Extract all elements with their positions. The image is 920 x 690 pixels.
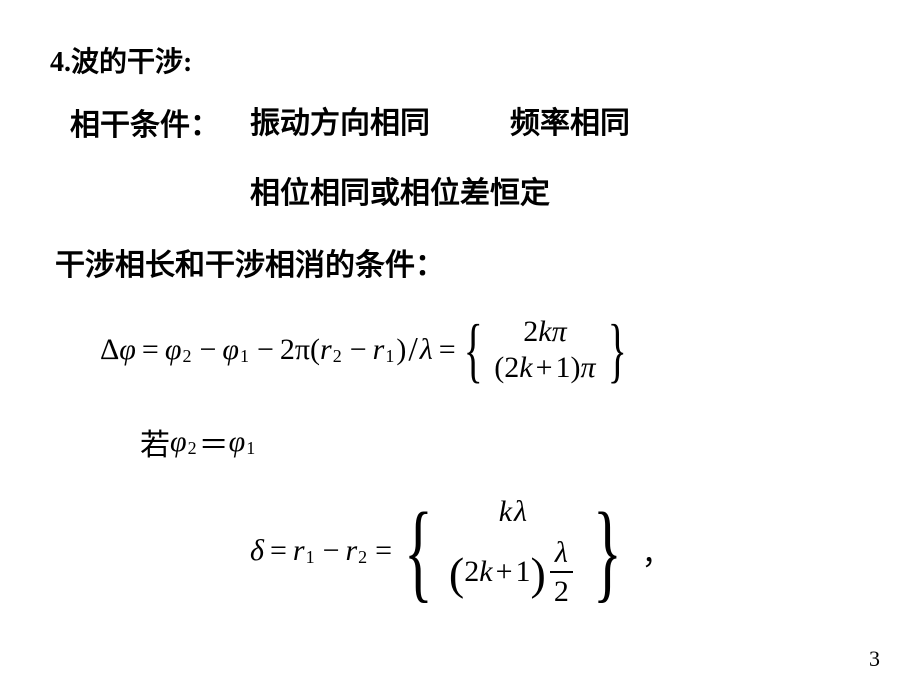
minus-sign-3: − bbox=[350, 333, 367, 367]
eq2-r1-sub: 1 bbox=[306, 547, 315, 568]
eq2-minus: − bbox=[323, 534, 340, 568]
equals-sign-4: = bbox=[375, 534, 392, 568]
case-1: 2kπ bbox=[523, 314, 566, 350]
fraction-lambda-2: λ 2 bbox=[550, 536, 573, 608]
left-brace-icon-2: { bbox=[404, 490, 433, 612]
delta-symbol: Δ bbox=[100, 333, 119, 367]
case-1b: kλ bbox=[499, 494, 527, 530]
if-sub2: 2 bbox=[188, 438, 197, 459]
subscript-2: 2 bbox=[182, 346, 191, 367]
slide-page: 4.波的干涉: 相干条件： 振动方向相同 频率相同 相位相同或相位差恒定 干涉相… bbox=[0, 0, 920, 690]
phi1-symbol: φ bbox=[222, 333, 239, 367]
subheader: 干涉相长和干涉相消的条件： bbox=[55, 240, 445, 284]
open-paren: ( bbox=[310, 333, 320, 367]
equation-2: δ = r 1 − r 2 = { kλ ( 2k+1 ) λ 2 bbox=[250, 490, 672, 612]
phi2-symbol: φ bbox=[165, 333, 182, 367]
minus-sign: − bbox=[199, 333, 216, 367]
close-paren: ) bbox=[396, 333, 406, 367]
if-phi2: φ bbox=[170, 425, 187, 459]
r1-subscript: 1 bbox=[385, 346, 394, 367]
two-pi: 2π bbox=[280, 333, 310, 367]
if-sub1: 1 bbox=[246, 438, 255, 459]
if-phi-equal: 若 φ 2 ＝ φ 1 bbox=[140, 420, 257, 464]
equation-1: Δ φ = φ 2 − φ 1 − 2π ( r 2 − r 1 ) / λ =… bbox=[100, 310, 628, 390]
case-2b: ( 2k+1 ) λ 2 bbox=[449, 536, 577, 608]
lambda-symbol: λ bbox=[420, 333, 433, 367]
right-brace-icon-2: } bbox=[593, 490, 622, 612]
phi-symbol: φ bbox=[119, 333, 136, 367]
if-label: 若 bbox=[140, 420, 170, 464]
eq2-r2: r bbox=[345, 534, 357, 568]
brace-cases-1: { 2kπ (2k+1)π } bbox=[462, 310, 628, 390]
delta-small-symbol: δ bbox=[250, 534, 264, 568]
condition-2: 频率相同 bbox=[510, 98, 630, 142]
eq2-r1: r bbox=[293, 534, 305, 568]
left-brace-icon: { bbox=[463, 310, 482, 390]
condition-1: 振动方向相同 bbox=[250, 98, 430, 142]
eq2-r2-sub: 2 bbox=[358, 547, 367, 568]
condition-3: 相位相同或相位差恒定 bbox=[250, 168, 550, 212]
equals-sign-2: = bbox=[439, 333, 456, 367]
page-number: 3 bbox=[869, 646, 880, 672]
if-equals: ＝ bbox=[199, 420, 229, 464]
equals-sign: = bbox=[142, 333, 159, 367]
r2-symbol: r bbox=[320, 333, 332, 367]
r2-subscript: 2 bbox=[333, 346, 342, 367]
equals-sign-3: = bbox=[270, 534, 287, 568]
trailing-comma: ， bbox=[642, 529, 672, 573]
conditions-label: 相干条件： bbox=[70, 100, 220, 144]
slash: / bbox=[408, 331, 417, 369]
minus-sign-2: − bbox=[257, 333, 274, 367]
brace-cases-2: { kλ ( 2k+1 ) λ 2 } bbox=[398, 490, 628, 612]
section-title: 4.波的干涉: bbox=[50, 40, 192, 80]
right-brace-icon: } bbox=[607, 310, 626, 390]
if-phi1: φ bbox=[229, 425, 246, 459]
r1-symbol: r bbox=[373, 333, 385, 367]
case-2: (2k+1)π bbox=[494, 350, 595, 386]
subscript-1: 1 bbox=[240, 346, 249, 367]
